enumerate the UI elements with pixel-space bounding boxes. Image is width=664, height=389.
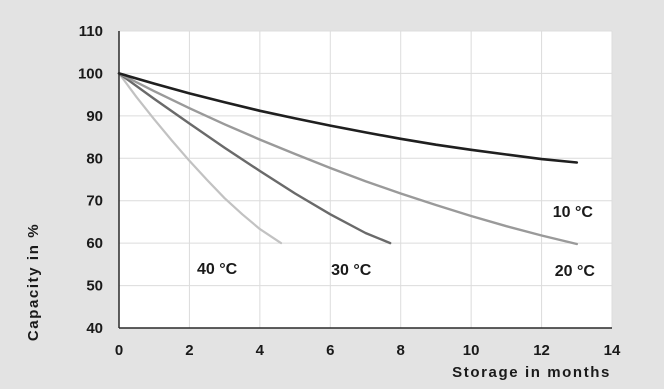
series-line-40c — [117, 72, 283, 245]
x-tick-label-12: 12 — [533, 342, 550, 359]
x-tick-label-8: 8 — [397, 342, 405, 359]
plot-area — [119, 31, 612, 328]
x-tick-label-0: 0 — [115, 342, 123, 359]
series-line-20c — [117, 72, 578, 246]
y-tick-label-60: 60 — [86, 235, 103, 252]
series-label-10c: 10 °C — [553, 204, 594, 221]
x-tick-label-2: 2 — [185, 342, 193, 359]
y-tick-label-90: 90 — [86, 108, 103, 125]
series-layer: 10 °C 20 °C 30 °C 40 °C — [117, 72, 596, 280]
x-tick-label-10: 10 — [463, 342, 480, 359]
y-tick-label-110: 110 — [79, 23, 103, 40]
y-axis-title: Capacity in % — [25, 223, 42, 341]
x-tick-label-4: 4 — [256, 342, 265, 359]
y-tick-label-80: 80 — [86, 150, 103, 167]
y-tick-label-100: 100 — [78, 65, 103, 82]
series-label-20c: 20 °C — [555, 263, 596, 280]
x-tick-label-6: 6 — [326, 342, 334, 359]
y-tick-label-70: 70 — [86, 193, 103, 210]
series-line-10c — [117, 72, 579, 164]
y-tick-label-50: 50 — [86, 278, 103, 295]
x-tick-label-14: 14 — [604, 342, 621, 359]
series-line-30c — [117, 72, 392, 245]
series-label-40c: 40 °C — [197, 261, 238, 278]
y-tick-label-40: 40 — [86, 320, 103, 337]
grid — [119, 30, 613, 328]
axes: 0 2 4 6 8 10 12 14 40 50 60 70 80 90 100 110 — [78, 23, 621, 359]
series-label-30c: 30 °C — [331, 262, 372, 279]
x-axis-title: Storage in months — [452, 364, 611, 381]
